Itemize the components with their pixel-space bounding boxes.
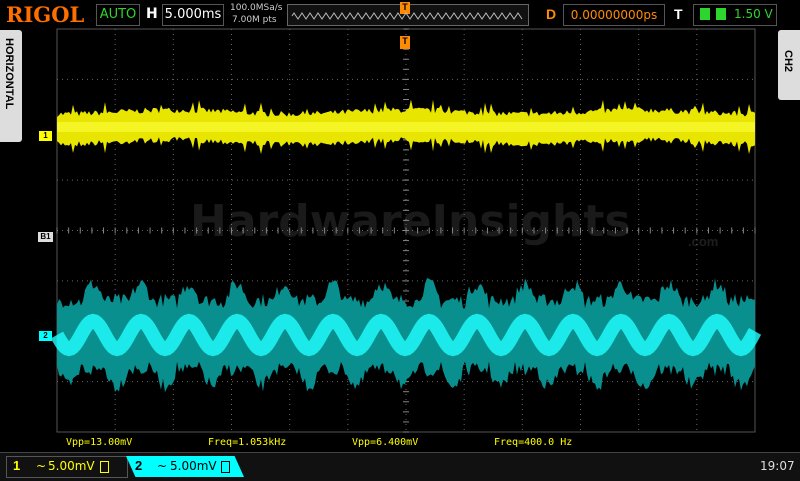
trigger-level: 1.50 V: [734, 7, 773, 21]
timebase-label: H: [146, 6, 158, 22]
run-mode[interactable]: AUTO: [96, 4, 140, 26]
trigger-label: T: [674, 6, 683, 22]
bus-marker: B1: [38, 232, 53, 242]
trigger-marker: T: [400, 2, 410, 14]
ch2-waveform: [57, 278, 755, 393]
trigger-edge-icon: [700, 8, 710, 20]
measurement: Vpp=13.00mV: [66, 437, 133, 448]
ch2-core: [50, 313, 762, 357]
trigger-source-icon: [716, 8, 726, 20]
ch2-coupling: ~: [157, 459, 168, 473]
ch1-scale: 5.00mV: [48, 459, 95, 473]
ch2-marker: 2: [39, 331, 52, 341]
ch1-icon: [100, 461, 109, 473]
left-tab[interactable]: [0, 30, 22, 142]
timebase[interactable]: 5.000ms: [162, 4, 224, 26]
left-tab-label: HORIZONTAL: [3, 38, 15, 110]
measurement: Freq=1.053kHz: [208, 437, 287, 448]
measurement: Vpp=6.400mV: [352, 437, 419, 448]
ch1-marker: 1: [39, 131, 52, 141]
memory-zigzag: [291, 12, 523, 20]
right-tab-label: CH2: [782, 50, 794, 73]
delay-label: D: [546, 6, 557, 22]
ch1-coupling: ~: [36, 459, 47, 473]
right-tab[interactable]: [778, 30, 800, 100]
ch2-label: 2: [135, 458, 143, 473]
memory-depth: 7.00M pts: [232, 15, 277, 25]
watermark: HardwareInsights: [190, 196, 631, 247]
trigger-box[interactable]: [693, 4, 777, 26]
measurement: Freq=400.0 Hz: [494, 437, 573, 448]
brand: RIGOL: [6, 2, 85, 27]
ch1-label: 1: [13, 458, 21, 473]
ch2-box[interactable]: [126, 456, 244, 477]
clock: 19:07: [760, 459, 795, 473]
ch1-box[interactable]: [6, 456, 128, 478]
watermark-suffix: .com: [688, 234, 719, 249]
sample-rate: 100.0MSa/s: [230, 3, 283, 13]
ch2-icon: [221, 461, 230, 473]
trigger-position: T: [400, 36, 410, 49]
ch2-scale: 5.00mV: [170, 459, 217, 473]
delay[interactable]: 0.00000000ps: [563, 4, 665, 26]
